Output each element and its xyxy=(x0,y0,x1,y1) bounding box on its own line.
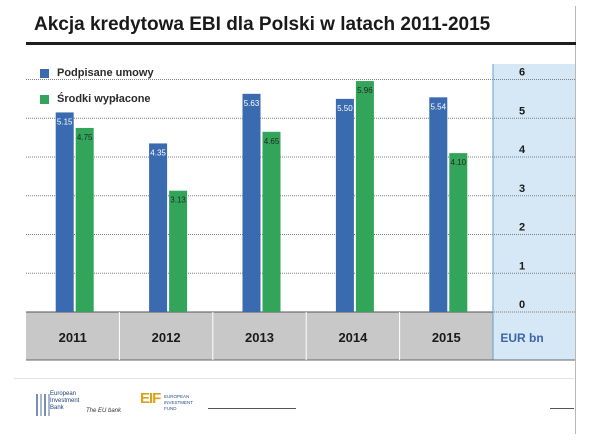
bar-paid xyxy=(169,190,188,312)
legend: Podpisane umowy Środki wypłacone xyxy=(40,64,154,116)
page-edge xyxy=(575,6,576,434)
eib-name-line1: European xyxy=(50,391,77,397)
y-tick-label: 1 xyxy=(519,260,525,272)
eif-name-line1: EUROPEAN xyxy=(164,394,190,399)
bar-value-label: 4.35 xyxy=(150,148,166,157)
eib-logo-icon xyxy=(36,394,50,416)
y-tick-label: 5 xyxy=(519,105,525,117)
eif-name-line3: FUND xyxy=(164,406,177,411)
bar-value-label: 5.54 xyxy=(431,102,447,111)
eif-name: EUROPEAN INVESTMENT FUND xyxy=(164,394,193,412)
y-unit-label: EUR bn xyxy=(500,331,543,345)
bar-value-label: 3.13 xyxy=(170,196,186,205)
x-tick-label: 2013 xyxy=(245,330,274,345)
footer-rule xyxy=(14,378,574,379)
bar-signed xyxy=(149,143,168,312)
category-band xyxy=(26,312,493,360)
x-tick-label: 2014 xyxy=(338,330,368,345)
bar-value-label: 5.96 xyxy=(357,86,373,95)
bar-signed xyxy=(335,98,354,312)
y-tick-label: 2 xyxy=(519,222,525,234)
bar-signed xyxy=(242,93,261,313)
legend-label-paid: Środki wypłacone xyxy=(57,93,151,105)
title-rule xyxy=(26,42,576,45)
bar-paid xyxy=(449,153,468,312)
legend-item-paid: Środki wypłacone xyxy=(40,90,154,108)
bar-paid xyxy=(75,127,94,312)
legend-swatch-paid xyxy=(40,94,49,104)
unit-panel xyxy=(493,64,575,360)
bar-value-label: 5.15 xyxy=(57,117,73,126)
y-tick-label: 4 xyxy=(519,144,526,156)
bar-paid xyxy=(355,81,374,312)
eif-name-line2: INVESTMENT xyxy=(164,400,194,405)
legend-item-signed: Podpisane umowy xyxy=(40,64,154,82)
y-tick-label: 6 xyxy=(519,67,525,79)
bar-value-label: 4.65 xyxy=(264,137,280,146)
footer-logos: European Investment Bank The EU bank EIF… xyxy=(30,388,578,428)
bar-signed xyxy=(55,112,74,312)
footer-line-right xyxy=(550,408,574,409)
y-tick-label: 0 xyxy=(519,299,525,311)
x-tick-label: 2012 xyxy=(152,330,181,345)
chart-title: Akcja kredytowa EBI dla Polski w latach … xyxy=(34,14,491,35)
bar-paid xyxy=(262,131,281,312)
legend-swatch-signed xyxy=(40,68,49,78)
eib-tagline: The EU bank xyxy=(86,408,122,414)
eib-name-line3: Bank xyxy=(50,405,64,411)
y-tick-label: 3 xyxy=(519,183,525,195)
x-tick-label: 2011 xyxy=(59,330,87,345)
footer-line-left xyxy=(208,408,296,409)
legend-label-signed: Podpisane umowy xyxy=(57,67,154,79)
eib-name: European Investment Bank xyxy=(50,391,79,412)
x-tick-label: 2015 xyxy=(432,330,461,345)
bar-signed xyxy=(429,97,448,312)
bar-value-label: 4.10 xyxy=(451,158,467,167)
bar-value-label: 5.50 xyxy=(337,104,353,113)
eif-logo-icon: EIF xyxy=(140,390,161,407)
eib-name-line2: Investment xyxy=(50,398,80,404)
bar-value-label: 5.63 xyxy=(244,99,260,108)
bar-value-label: 4.75 xyxy=(77,133,93,142)
